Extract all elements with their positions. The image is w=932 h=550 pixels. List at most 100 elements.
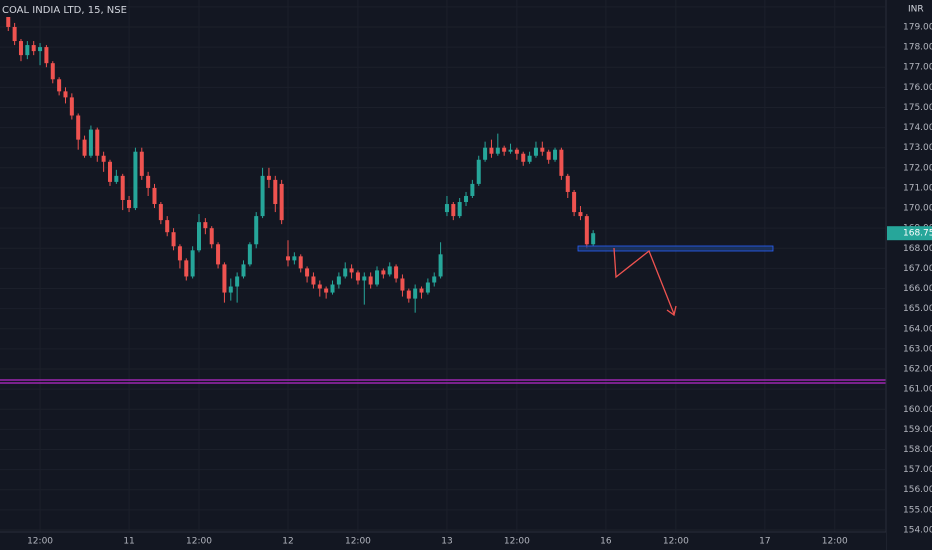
currency-label: INR — [908, 5, 924, 15]
candle-body — [44, 47, 49, 64]
y-tick-label: 173.00 — [903, 143, 932, 153]
candle-body — [438, 254, 443, 277]
candle-body — [355, 272, 360, 281]
x-tick-label: 12 — [282, 537, 293, 547]
candle-body — [101, 155, 106, 162]
candle-body — [317, 284, 322, 289]
axes: 154.00 155.00 156.00 157.00 158.00 159.00 160.… — [27, 2, 932, 547]
candle-body — [565, 175, 570, 192]
candle-body — [50, 63, 55, 80]
candle-body — [527, 155, 532, 162]
symbol-title: COAL INDIA LTD, 15, NSE — [2, 5, 127, 16]
y-tick-label: 156.00 — [903, 485, 932, 495]
x-tick-label: 12:00 — [822, 537, 848, 547]
candle-body — [457, 202, 462, 217]
candle-body — [489, 147, 494, 154]
candle-body — [521, 153, 526, 162]
price-axis — [886, 0, 932, 550]
candle-body — [476, 159, 481, 184]
candle-body — [533, 147, 538, 156]
candle-body — [591, 233, 596, 245]
title-background — [0, 3, 104, 17]
candle-body — [216, 244, 221, 265]
drawings — [0, 245, 896, 384]
candle-body — [311, 276, 316, 285]
candle-body — [413, 288, 418, 299]
y-tick-label: 177.00 — [903, 63, 932, 73]
candle-body — [260, 175, 265, 217]
candle-body — [406, 290, 411, 299]
candle-body — [241, 264, 246, 277]
candle-body — [95, 129, 100, 156]
candle-body — [559, 149, 564, 176]
y-tick-label: 167.00 — [903, 264, 932, 274]
y-tick-label: 164.00 — [903, 324, 932, 334]
candle-body — [578, 212, 583, 217]
candle-body — [247, 244, 252, 265]
candle-body — [12, 26, 17, 42]
candle-body — [432, 276, 437, 283]
candle-body — [540, 147, 545, 152]
y-tick-label: 162.00 — [903, 365, 932, 375]
candle-body — [266, 175, 271, 180]
y-tick-label: 159.00 — [903, 425, 932, 435]
y-tick-label: 176.00 — [903, 83, 932, 93]
candle-body — [273, 179, 278, 205]
candle-body — [114, 175, 119, 182]
candle-body — [298, 256, 303, 269]
x-tick-label: 12:00 — [27, 537, 53, 547]
candle-body — [38, 47, 43, 52]
y-tick-label: 154.00 — [903, 525, 932, 535]
y-tick-label: 161.00 — [903, 385, 932, 395]
x-tick-label: 12:00 — [504, 537, 530, 547]
candle-body — [82, 139, 87, 156]
y-tick-label: 175.00 — [903, 103, 932, 113]
candle-body — [349, 268, 354, 273]
y-tick-label: 174.00 — [903, 123, 932, 133]
candle-body — [57, 79, 62, 92]
candle-body — [572, 191, 577, 213]
candle-body — [25, 45, 30, 56]
candle-body — [222, 264, 227, 293]
projection-arrow — [613, 247, 675, 315]
candle-body — [209, 228, 214, 245]
candles — [6, 6, 596, 313]
candle-body — [464, 195, 469, 203]
x-tick-label: 11 — [123, 537, 134, 547]
y-tick-label: 158.00 — [903, 445, 932, 455]
y-tick-label: 168.00 — [903, 244, 932, 254]
candle-body — [444, 204, 449, 213]
candle-body — [63, 91, 68, 98]
y-tick-label: 166.00 — [903, 284, 932, 294]
y-tick-label: 160.00 — [903, 405, 932, 415]
candle-body — [381, 270, 386, 275]
x-tick-label: 13 — [441, 537, 452, 547]
x-tick-label: 12:00 — [345, 537, 371, 547]
candle-body — [146, 175, 151, 188]
candle-body — [508, 149, 513, 152]
x-tick-label: 12:00 — [186, 537, 212, 547]
last-price-tag — [887, 226, 932, 241]
candle-body — [6, 14, 11, 27]
candle-body — [546, 151, 551, 160]
candle-body — [553, 149, 558, 160]
candle-body — [495, 147, 500, 154]
zone-rectangle — [577, 245, 774, 252]
candle-body — [203, 222, 208, 229]
candle-body — [190, 250, 195, 277]
candle-body — [502, 147, 507, 152]
candle-body — [305, 268, 310, 277]
candle-body — [127, 200, 132, 209]
candle-body — [152, 187, 157, 205]
candle-body — [375, 270, 380, 285]
y-tick-label: 172.00 — [903, 163, 932, 173]
candle-body — [387, 266, 392, 275]
y-tick-label: 178.00 — [903, 43, 932, 53]
candle-body — [18, 41, 23, 56]
candle-body — [483, 147, 488, 160]
candle-body — [286, 256, 291, 261]
candle-body — [120, 175, 125, 201]
y-tick-label: 165.00 — [903, 304, 932, 314]
candle-body — [158, 204, 163, 221]
